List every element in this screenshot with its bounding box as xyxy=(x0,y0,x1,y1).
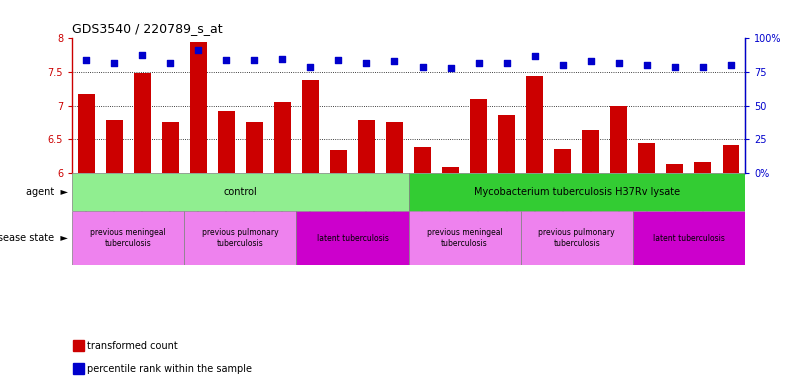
Bar xyxy=(610,106,627,173)
Bar xyxy=(72,211,184,265)
Bar xyxy=(106,120,123,173)
Point xyxy=(191,47,204,53)
Bar xyxy=(633,211,745,265)
Text: disease state  ►: disease state ► xyxy=(0,233,68,243)
Point xyxy=(163,60,176,66)
Bar xyxy=(409,173,745,211)
Point xyxy=(416,63,429,70)
Point xyxy=(135,51,149,58)
Point xyxy=(724,62,737,68)
Point xyxy=(219,57,232,63)
Bar xyxy=(521,211,633,265)
Bar xyxy=(666,164,683,173)
Bar xyxy=(694,162,711,173)
Bar xyxy=(78,94,95,173)
Bar xyxy=(526,76,543,173)
Bar xyxy=(638,143,655,173)
Text: previous meningeal
tuberculosis: previous meningeal tuberculosis xyxy=(427,228,502,248)
Bar xyxy=(414,147,431,173)
Point xyxy=(388,58,400,64)
Text: previous meningeal
tuberculosis: previous meningeal tuberculosis xyxy=(91,228,166,248)
Point xyxy=(444,65,457,71)
Bar xyxy=(470,99,487,173)
Text: agent  ►: agent ► xyxy=(26,187,68,197)
Bar xyxy=(72,173,409,211)
Bar xyxy=(442,167,459,173)
Bar xyxy=(246,122,263,173)
Point xyxy=(640,62,653,68)
Point xyxy=(332,57,344,63)
Point xyxy=(696,63,709,70)
Bar xyxy=(296,211,409,265)
Point xyxy=(472,60,485,66)
Point xyxy=(528,53,541,59)
Point xyxy=(668,63,681,70)
Text: control: control xyxy=(223,187,257,197)
Bar xyxy=(74,363,83,374)
Text: transformed count: transformed count xyxy=(87,341,178,351)
Text: latent tuberculosis: latent tuberculosis xyxy=(316,233,388,243)
Text: latent tuberculosis: latent tuberculosis xyxy=(653,233,725,243)
Bar xyxy=(498,115,515,173)
Text: Mycobacterium tuberculosis H37Rv lysate: Mycobacterium tuberculosis H37Rv lysate xyxy=(473,187,680,197)
Bar xyxy=(302,80,319,173)
Bar xyxy=(134,73,151,173)
Point xyxy=(304,63,316,70)
Bar xyxy=(162,122,179,173)
Point xyxy=(107,60,120,66)
Text: previous pulmonary
tuberculosis: previous pulmonary tuberculosis xyxy=(538,228,615,248)
Point xyxy=(360,60,372,66)
Bar xyxy=(74,340,83,351)
Point xyxy=(276,55,288,61)
Bar xyxy=(358,120,375,173)
Text: percentile rank within the sample: percentile rank within the sample xyxy=(87,364,252,374)
Bar xyxy=(190,42,207,173)
Bar xyxy=(582,130,599,173)
Point xyxy=(500,60,513,66)
Bar xyxy=(274,101,291,173)
Point xyxy=(248,57,260,63)
Bar xyxy=(218,111,235,173)
Bar xyxy=(723,145,739,173)
Bar xyxy=(330,150,347,173)
Bar xyxy=(184,211,296,265)
Bar xyxy=(409,211,521,265)
Point xyxy=(556,62,569,68)
Bar xyxy=(554,149,571,173)
Point xyxy=(612,60,625,66)
Point xyxy=(80,57,92,63)
Text: GDS3540 / 220789_s_at: GDS3540 / 220789_s_at xyxy=(72,22,223,35)
Bar xyxy=(386,122,403,173)
Text: previous pulmonary
tuberculosis: previous pulmonary tuberculosis xyxy=(202,228,279,248)
Point xyxy=(584,58,597,64)
